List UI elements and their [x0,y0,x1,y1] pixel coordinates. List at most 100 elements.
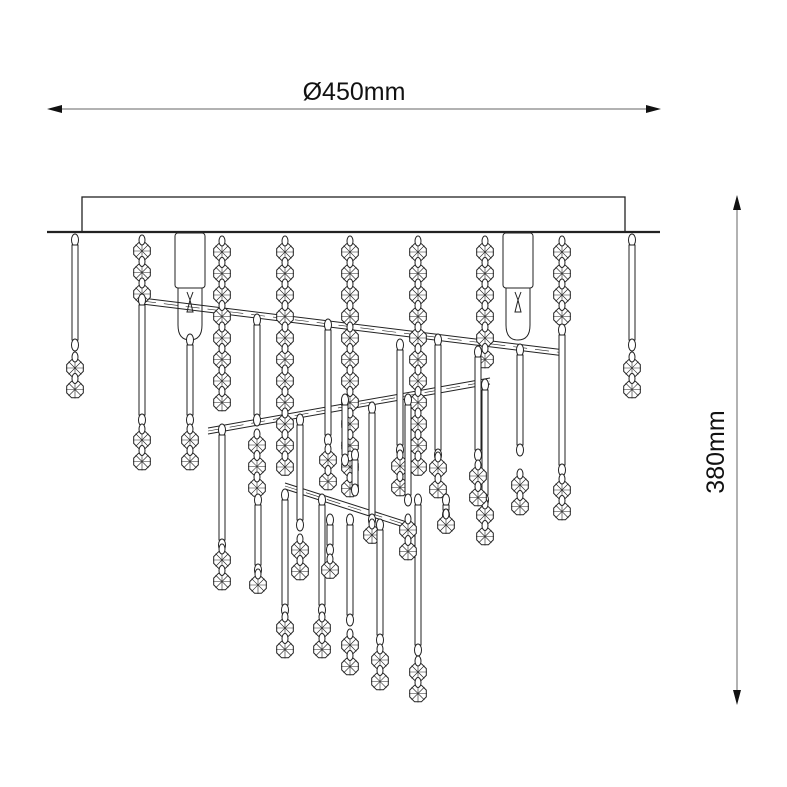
bulb-socket [502,232,534,289]
bead-facet [68,382,82,397]
bead-link [414,343,422,354]
bead-link [481,343,489,354]
bead-facet [215,395,229,410]
bead-link [481,257,489,268]
rod-cap [628,233,636,247]
height-label: 380mm [702,410,730,493]
bead-link [281,429,289,440]
bead-link [558,278,566,290]
arrow-right-icon [646,105,661,113]
bead-facet [278,374,292,388]
rod-cap [404,393,412,407]
support-bar [284,488,411,530]
bead-facet [315,621,329,635]
bead-link [346,650,354,661]
bead-link [296,533,304,545]
bead-facet [411,309,425,324]
bulb-glass [505,288,531,341]
bead-link [414,450,422,462]
crystal-rod [558,334,566,466]
canopy-body [81,196,626,233]
bead-link [376,665,384,676]
bead-link [414,257,422,268]
bead-link [481,235,489,247]
bead-facet [411,331,425,345]
bead-link [442,508,450,520]
bead-facet [215,331,229,345]
bead-link [404,535,412,546]
bead-facet [555,245,569,259]
bead-link [253,450,261,461]
bead-link [414,407,422,419]
bead-facet [411,686,425,701]
bead-facet [625,361,639,375]
arrow-up-icon [733,195,741,210]
crystal-rod [218,434,226,541]
rod-cap [628,338,636,352]
bead-facet [411,374,425,388]
bead-facet [278,395,292,410]
bead-link [558,257,566,268]
rod-cap [442,493,450,507]
bead-link [414,278,422,290]
bead-link [481,278,489,290]
bead-facet [478,529,492,544]
bead-link [376,643,384,655]
crystal-rod [346,524,354,616]
crystal-strands [66,232,641,703]
bead-link [281,364,289,376]
bead-facet [68,361,82,375]
bead-facet [250,438,264,452]
bead-link [558,495,566,506]
bead-link [558,235,566,247]
bead-link [218,300,226,311]
bead-link [281,321,289,333]
bead-facet [135,244,149,258]
rod-cap [351,483,359,497]
bead-facet [278,288,292,302]
bead-link [186,423,194,435]
rod-cap [341,393,349,407]
rod-cap [516,443,524,457]
bead-link [254,568,262,580]
bead-link [218,257,226,268]
bead-facet [373,674,387,689]
bead-link [138,256,146,267]
bead-facet [183,433,197,447]
bead-facet [411,352,425,367]
bead-link [558,300,566,311]
bead-facet [183,454,197,469]
bead-facet [215,288,229,302]
crystal-rod [404,404,412,496]
arrow-down-icon [733,690,741,705]
bead-facet [278,331,292,345]
bead-link [281,633,289,644]
bead-facet [343,245,357,259]
rod-cap [253,413,261,427]
rod-cap [474,448,482,462]
bead-facet [411,665,425,679]
bead-facet [321,474,335,489]
rod-cap [414,643,422,657]
bead-facet [478,331,492,345]
crystal-rod [351,459,359,486]
rod-cap [318,493,326,507]
bead-link [218,321,226,333]
bead-facet [215,352,229,367]
bead-facet [411,460,425,474]
bead-link [628,373,636,384]
crystal-rod [474,356,482,451]
bead-facet [431,482,445,497]
bead-facet [343,374,357,388]
bead-link [218,278,226,290]
bead-link [346,628,354,640]
bead-facet [365,528,379,542]
bead-facet [250,481,264,495]
bead-link [281,300,289,311]
bead-facet [215,266,229,281]
crystal-rod [138,304,146,416]
bead-facet [343,352,357,367]
bead-facet [278,309,292,324]
bead-link [558,473,566,485]
